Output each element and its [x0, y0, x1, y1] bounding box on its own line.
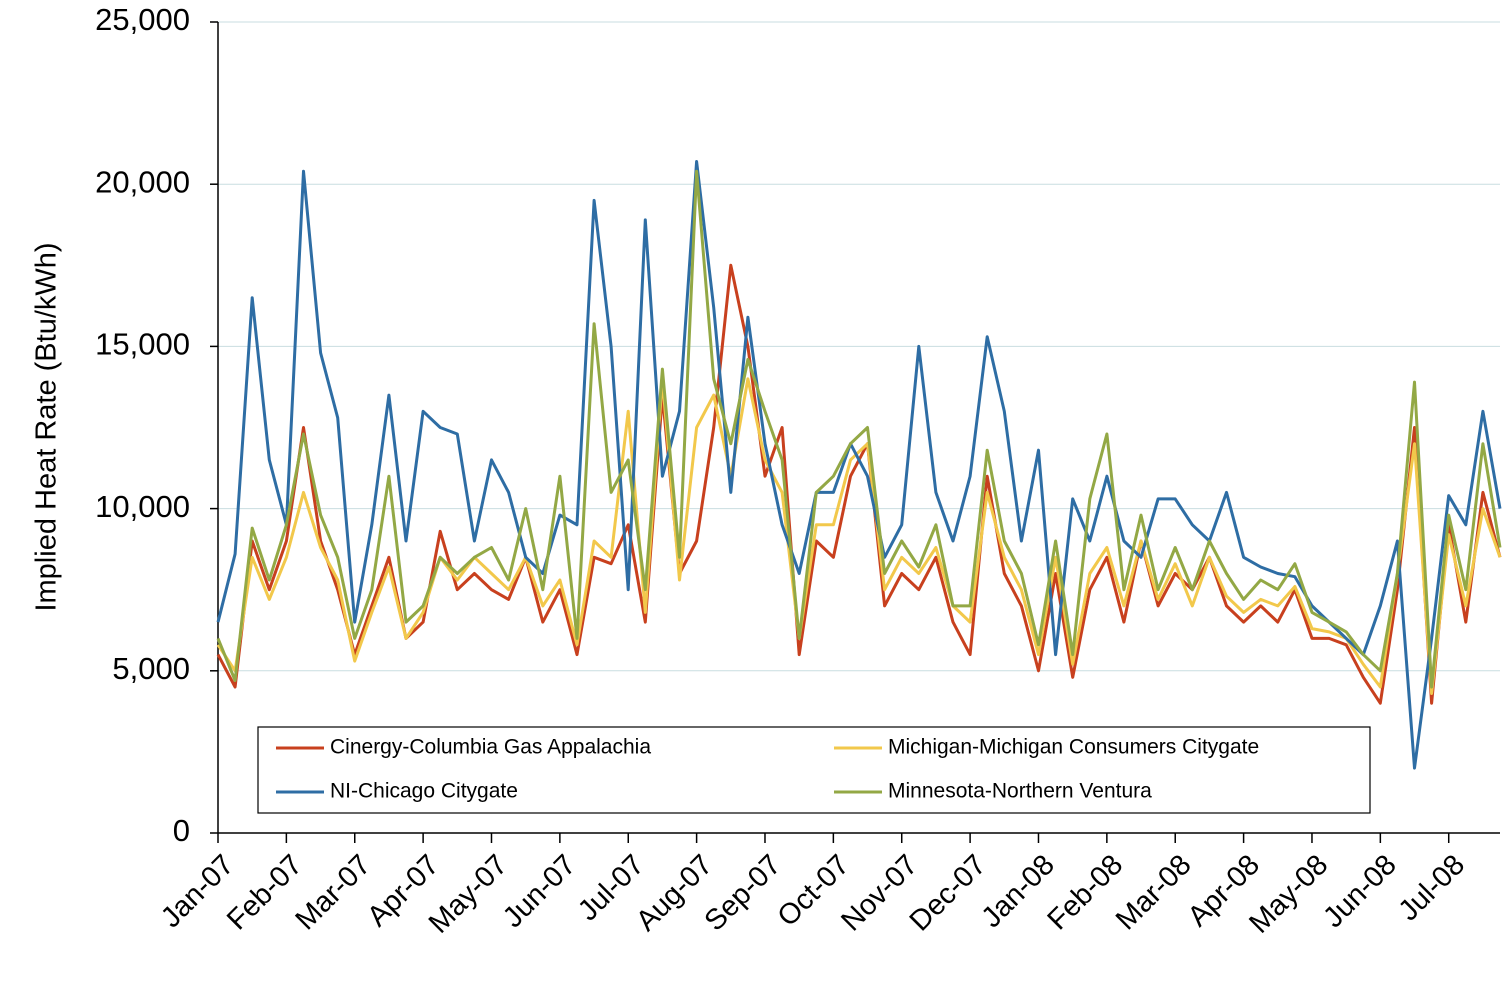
y-tick-label: 15,000	[95, 327, 190, 362]
x-tick-label: Jun-08	[1317, 849, 1402, 934]
y-tick-label: 5,000	[112, 651, 190, 686]
y-tick-label: 25,000	[95, 2, 190, 37]
series-line	[216, 160, 1502, 770]
y-axis-title: Implied Heat Rate (Btu/kWh)	[31, 242, 63, 611]
x-tick-label: Jun-07	[497, 849, 582, 934]
x-tick-label: Mar-08	[1110, 849, 1198, 937]
x-tick-label: Nov-07	[835, 849, 924, 938]
y-tick-label: 20,000	[95, 164, 190, 199]
legend-label: Cinergy-Columbia Gas Appalachia	[330, 736, 651, 759]
series-line	[216, 263, 1502, 705]
series-line	[216, 169, 1502, 689]
legend-label: NI-Chicago Citygate	[330, 780, 518, 803]
y-tick-label: 0	[173, 813, 190, 848]
x-tick-label: Sep-07	[699, 849, 788, 938]
legend-label: Minnesota-Northern Ventura	[888, 780, 1152, 803]
x-tick-label: Feb-07	[221, 849, 309, 937]
legend-box	[257, 726, 1371, 814]
x-tick-label: Dec-07	[904, 849, 993, 938]
legend-label: Michigan-Michigan Consumers Citygate	[888, 736, 1259, 759]
y-tick-label: 10,000	[95, 489, 190, 524]
x-tick-label: Jul-08	[1393, 849, 1471, 927]
x-tick-label: Mar-07	[290, 849, 378, 937]
x-tick-label: Aug-07	[630, 849, 719, 938]
series-line	[216, 377, 1502, 695]
x-tick-label: Feb-08	[1042, 849, 1130, 937]
